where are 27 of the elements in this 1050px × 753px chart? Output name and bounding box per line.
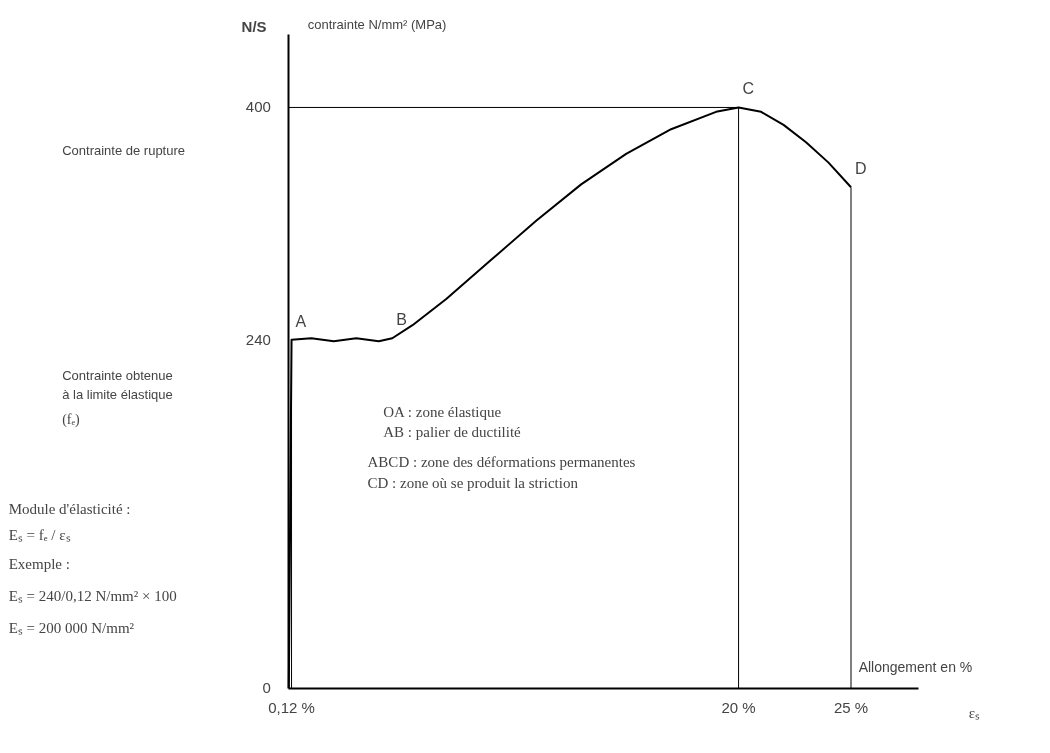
text: (fₑ) (62, 411, 81, 428)
x-tick-label: 0,12 % (268, 699, 315, 717)
text: Contrainte de rupture (62, 143, 186, 159)
y-tick-label: 240 (245, 330, 271, 348)
annotation: ABCD : zone des déformations permanentes (367, 454, 636, 471)
text: Eₛ = fₑ / εₛ (8, 526, 71, 543)
y-tick-label: 0 (262, 679, 271, 697)
text: N/S (241, 17, 267, 35)
text: Eₛ = 200 000 N/mm² (8, 619, 135, 636)
annotation: AB : palier de ductilité (383, 423, 522, 440)
text: à la limite élastique (62, 387, 173, 403)
text: Module d'élasticité : (8, 500, 131, 517)
annotation: CD : zone où se produit la striction (367, 474, 579, 491)
text: εₛ (968, 704, 981, 721)
annotation: OA : zone élastique (383, 403, 502, 420)
annotation: A (295, 312, 307, 330)
text: Eₛ = 240/0,12 N/mm² × 100 (8, 587, 177, 604)
text: Contrainte obtenue (62, 368, 173, 384)
y-axis-title: contrainte N/mm² (MPa) (307, 16, 447, 32)
y-tick-label: 400 (245, 98, 271, 116)
annotation: C (742, 80, 755, 98)
annotation: D (855, 160, 867, 178)
text: Exemple : (8, 555, 70, 572)
x-axis-title: Allongement en % (858, 658, 973, 675)
x-tick-label: 25 % (833, 699, 869, 717)
x-tick-label: 20 % (721, 699, 756, 717)
annotation: B (396, 311, 407, 329)
